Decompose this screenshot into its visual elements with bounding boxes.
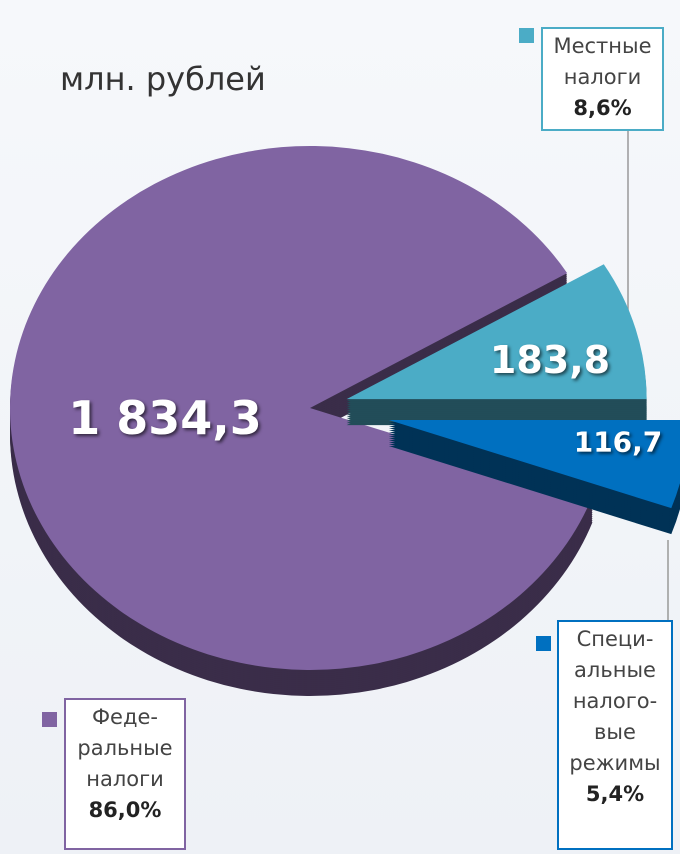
legend-swatch <box>42 712 57 727</box>
legend-label: Местные налоги <box>553 34 652 89</box>
share-label: 5,4% <box>585 782 645 806</box>
legend-swatch <box>536 636 551 651</box>
legend-box: Местные налоги 8,6% <box>541 27 664 131</box>
share-label: 86,0% <box>88 798 162 822</box>
data-label: 116,7 <box>573 425 663 459</box>
legend-box: Феде- ральные налоги 86,0% <box>64 698 186 850</box>
chart-title: млн. рублей <box>60 60 266 98</box>
slice <box>346 264 647 400</box>
slice <box>388 419 680 509</box>
legend-label: Феде- ральные налоги <box>77 705 173 791</box>
share-label: 8,6% <box>573 96 632 120</box>
data-label: 1 834,3 <box>68 391 262 445</box>
slice <box>9 146 593 671</box>
legend-label: Специ- альные налого- вые режимы <box>569 627 661 775</box>
data-label: 183,8 <box>489 338 611 382</box>
legend-swatch <box>519 28 534 43</box>
legend-box: Специ- альные налого- вые режимы 5,4% <box>557 620 673 850</box>
